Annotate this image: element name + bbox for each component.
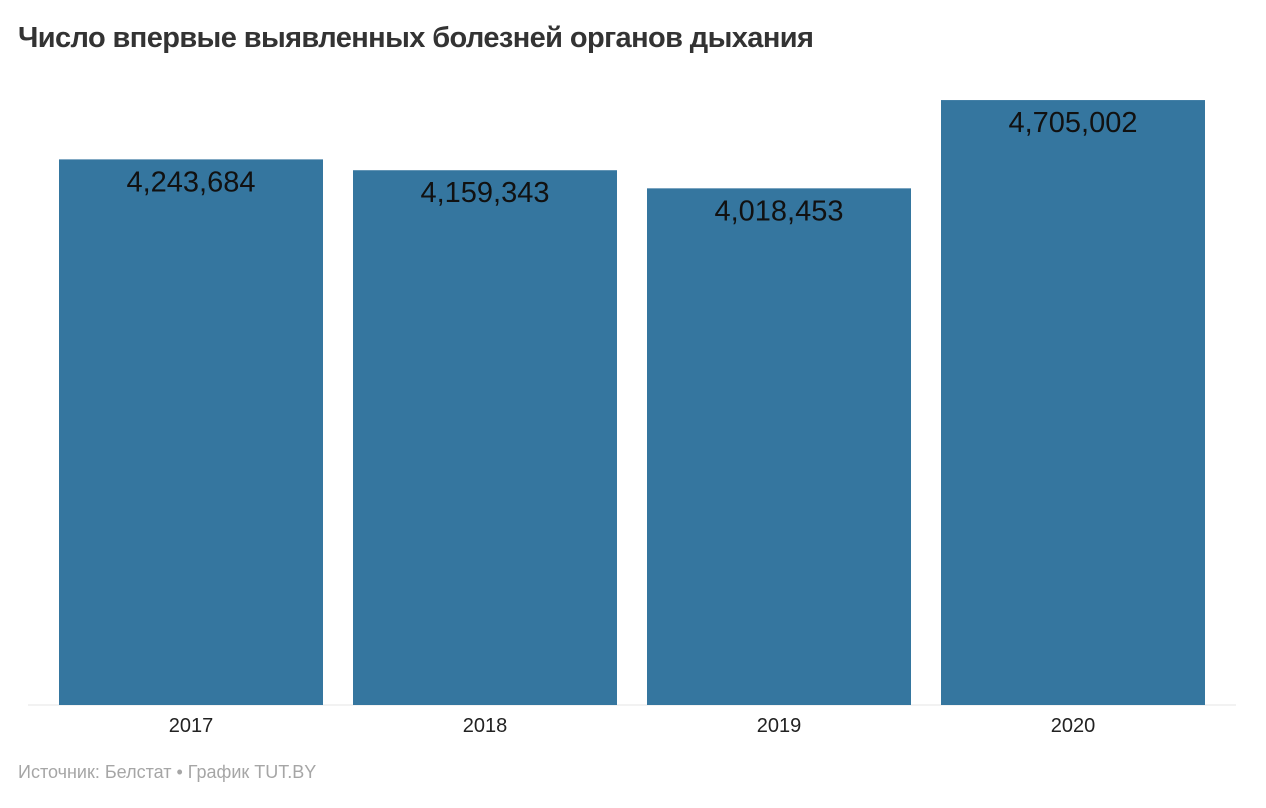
bar-2019	[647, 188, 911, 706]
x-tick-label-2017: 2017	[169, 715, 214, 737]
bar-value-label-2018: 4,159,343	[420, 177, 549, 209]
x-tick-label-2019: 2019	[757, 715, 802, 737]
bar-2017	[59, 159, 323, 705]
bar-value-label-2019: 4,018,453	[714, 195, 843, 227]
bar-2020	[941, 100, 1205, 706]
x-tick-label-2020: 2020	[1051, 715, 1096, 737]
bar-2018	[353, 170, 617, 706]
bar-value-label-2020: 4,705,002	[1008, 107, 1137, 139]
source-note: Источник: Белстат • График TUT.BY	[18, 762, 317, 782]
bar-value-label-2017: 4,243,684	[126, 166, 255, 198]
bars-group: 4,243,684 2017 4,159,343 2018 4,018,453 2019 4…	[59, 100, 1205, 737]
chart-title: Число впервые выявленных болезней органо…	[18, 22, 814, 54]
x-tick-label-2018: 2018	[463, 715, 508, 737]
